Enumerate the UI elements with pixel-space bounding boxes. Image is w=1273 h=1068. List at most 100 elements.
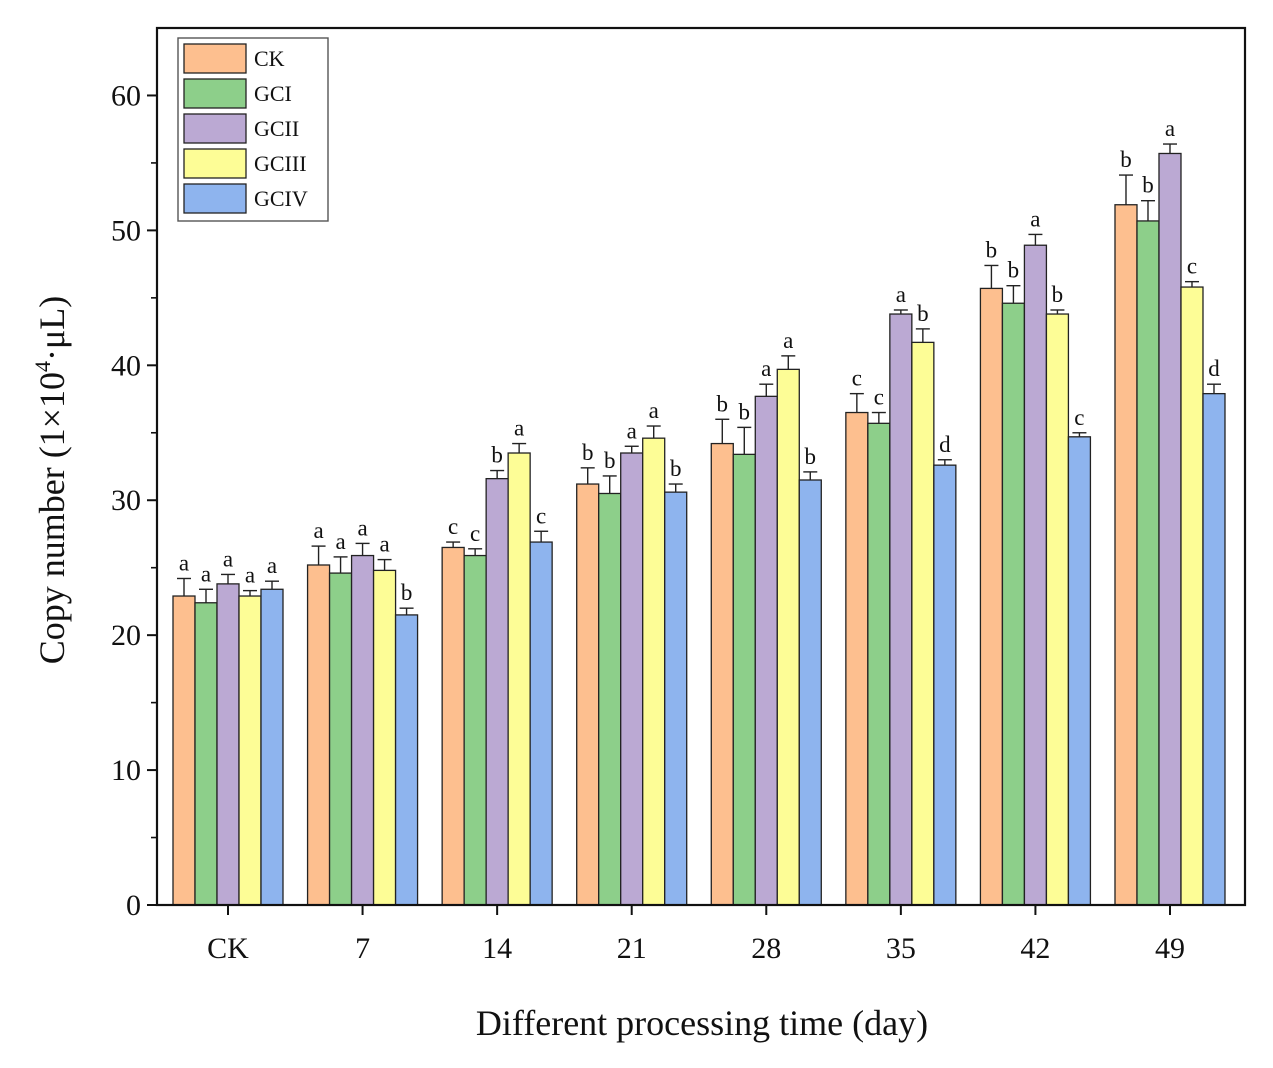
significance-label: a	[335, 529, 345, 554]
bar[interactable]	[1180, 286, 1204, 906]
legend-swatch[interactable]	[183, 78, 247, 109]
bar[interactable]	[845, 411, 869, 906]
bar[interactable]	[350, 554, 375, 906]
bar[interactable]	[1023, 244, 1048, 906]
x-tick-label: CK	[207, 932, 249, 965]
x-axis-title: Different processing time (day)	[476, 1003, 928, 1043]
significance-label: a	[223, 546, 233, 571]
bar[interactable]	[1136, 220, 1160, 906]
bar[interactable]	[710, 442, 734, 906]
y-tick-label: 10	[111, 754, 141, 787]
legend-label[interactable]: GCIII	[254, 151, 307, 176]
bar[interactable]	[889, 313, 913, 906]
significance-label: a	[267, 553, 277, 578]
bar[interactable]	[194, 602, 218, 906]
y-tick-label: 30	[111, 484, 141, 517]
significance-label: a	[1030, 206, 1040, 231]
bar[interactable]	[1067, 436, 1092, 906]
legend-swatch[interactable]	[183, 183, 247, 214]
bar[interactable]	[507, 452, 531, 906]
y-axis-title: Copy number (1×104·μL)	[30, 296, 72, 665]
bar[interactable]	[463, 554, 487, 906]
bar[interactable]	[394, 614, 419, 906]
significance-label: b	[401, 580, 413, 605]
legend-label[interactable]: CK	[254, 46, 285, 71]
bar[interactable]	[328, 572, 353, 906]
bar[interactable]	[911, 341, 935, 906]
bar[interactable]	[576, 483, 600, 906]
significance-label: a	[783, 328, 793, 353]
significance-label: a	[896, 282, 906, 307]
legend-label[interactable]: GCI	[254, 81, 292, 106]
y-tick-label: 20	[111, 619, 141, 652]
x-tick-label: 28	[751, 932, 781, 965]
significance-label: a	[514, 416, 524, 441]
bar[interactable]	[598, 492, 622, 906]
bar[interactable]	[529, 541, 553, 906]
legend-label[interactable]: GCII	[254, 116, 299, 141]
significance-label: a	[245, 563, 255, 588]
bar[interactable]	[798, 479, 822, 906]
bar[interactable]	[306, 564, 331, 906]
significance-label: a	[649, 398, 659, 423]
bar[interactable]	[372, 569, 397, 906]
y-axis-title-prefix: Copy number (1×10	[32, 372, 72, 664]
bar[interactable]	[260, 588, 284, 906]
y-tick-label: 50	[111, 214, 141, 247]
x-tick-label: 7	[355, 932, 370, 965]
significance-label: a	[357, 515, 367, 540]
bar[interactable]	[441, 546, 465, 906]
bar[interactable]	[867, 422, 891, 906]
y-axis-title-suffix: ·μL)	[32, 296, 72, 361]
bar[interactable]	[933, 464, 957, 906]
significance-label: b	[582, 440, 594, 465]
y-axis-title-superscript: 4	[30, 361, 55, 372]
bar[interactable]	[732, 453, 756, 906]
bar[interactable]	[664, 491, 688, 906]
bar[interactable]	[172, 595, 196, 906]
x-tick-label: 35	[886, 932, 916, 965]
bar[interactable]	[620, 452, 644, 906]
bar[interactable]	[1114, 204, 1138, 906]
legend-swatch[interactable]	[183, 113, 247, 144]
significance-label: c	[852, 366, 862, 391]
bar[interactable]	[216, 583, 240, 906]
significance-label: a	[761, 356, 771, 381]
bar[interactable]	[1202, 392, 1226, 906]
significance-label: b	[1052, 282, 1064, 307]
significance-label: b	[717, 391, 729, 416]
significance-label: b	[986, 237, 998, 262]
significance-label: c	[1074, 405, 1084, 430]
legend-swatch[interactable]	[183, 43, 247, 74]
significance-label: b	[739, 399, 751, 424]
x-tick-label: 42	[1020, 932, 1050, 965]
significance-label: c	[1187, 254, 1197, 279]
x-tick-label: 49	[1155, 932, 1185, 965]
bar[interactable]	[1158, 152, 1182, 906]
significance-label: c	[536, 503, 546, 528]
significance-label: d	[1208, 356, 1220, 381]
legend-label[interactable]: GCIV	[254, 186, 308, 211]
significance-label: c	[470, 521, 480, 546]
significance-label: a	[179, 550, 189, 575]
significance-label: b	[491, 443, 503, 468]
significance-label: a	[1165, 116, 1175, 141]
bar[interactable]	[776, 368, 800, 906]
significance-label: d	[939, 432, 951, 457]
significance-label: b	[604, 448, 616, 473]
bar[interactable]	[754, 395, 778, 906]
significance-label: a	[379, 532, 389, 557]
bar[interactable]	[485, 477, 509, 906]
bar[interactable]	[642, 437, 666, 906]
y-tick-label: 0	[126, 889, 141, 922]
bar[interactable]	[979, 287, 1004, 906]
bar[interactable]	[238, 595, 262, 906]
bar[interactable]	[1001, 302, 1026, 906]
x-tick-label: 21	[617, 932, 647, 965]
significance-label: b	[1120, 147, 1132, 172]
bar[interactable]	[1045, 313, 1070, 906]
legend-swatch[interactable]	[183, 148, 247, 179]
x-tick-label: 14	[482, 932, 512, 965]
plot-frame	[155, 26, 1247, 907]
